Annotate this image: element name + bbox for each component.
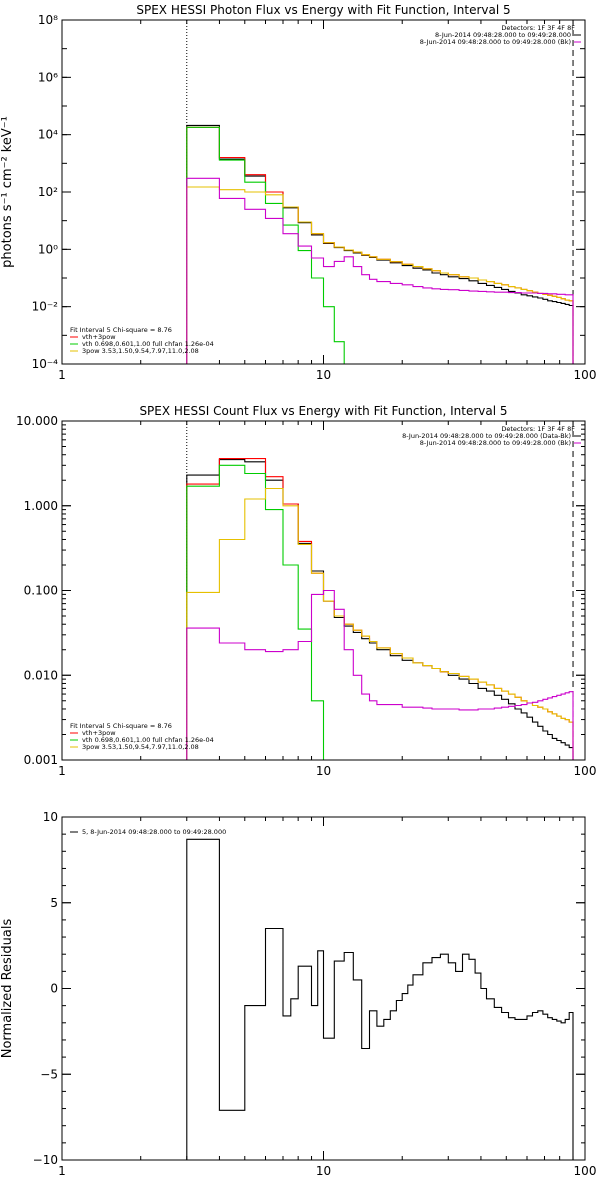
plot-frame xyxy=(61,816,586,1161)
legend-label: vth+3pow xyxy=(82,333,116,341)
x-tick-label: 1 xyxy=(58,764,66,778)
series-group xyxy=(186,838,574,1160)
y-tick-label: 5 xyxy=(50,896,58,910)
x-tick-label: 10 xyxy=(316,1164,331,1178)
series-vth xyxy=(186,464,335,760)
y-tick-label: 10 xyxy=(43,810,58,824)
x-tick-label: 10 xyxy=(316,764,331,778)
legend-label: vth 0.698,0.601,1.00 full chfan 1.26e-04 xyxy=(82,340,214,348)
x-tick-label: 100 xyxy=(574,764,597,778)
series-bk xyxy=(186,589,574,760)
legend-header: Detectors: 1F 3F 4F 8F xyxy=(501,425,575,433)
legend-header: Detectors: 1F 3F 4F 8F xyxy=(501,24,575,32)
y-tick-label: −5 xyxy=(40,1067,58,1081)
legend-label: 8-Jun-2014 09:48:28.000 to 09:49:28.000 … xyxy=(420,439,571,447)
y-axis xyxy=(62,19,585,365)
legend-label: 3pow 3.53,1.50,9.54,7.97,11.0,2.08 xyxy=(82,347,199,355)
chart-3: Normalized Residuals 1 10 100 −10 −5 0 5 10 5, 8-… xyxy=(0,810,596,1178)
legend-left: Fit Interval 5 Chi-square = 8.76vth+3pow… xyxy=(70,326,214,355)
legend-left: Fit Interval 5 Chi-square = 8.76vth+3pow… xyxy=(70,722,214,751)
x-tick-label: 1 xyxy=(58,1164,66,1178)
series-data xyxy=(186,124,574,364)
chart-title: SPEX HESSI Photon Flux vs Energy with Fi… xyxy=(136,3,510,17)
y-tick-label: 0.001 xyxy=(24,753,58,767)
series-background xyxy=(186,177,574,364)
x-tick-label: 100 xyxy=(574,1164,597,1178)
series-residuals xyxy=(186,838,574,1160)
y-tick-label: 10.000 xyxy=(16,414,58,428)
x-tick-label: 100 xyxy=(574,368,597,382)
x-tick-label: 10 xyxy=(316,368,331,382)
plot-frame xyxy=(61,19,586,365)
y-tick-label: 0.010 xyxy=(24,668,58,682)
legend-label: vth 0.698,0.601,1.00 full chfan 1.26e-04 xyxy=(82,736,214,744)
y-tick-label: 10⁻⁴ xyxy=(32,357,59,371)
y-tick-label: 10⁶ xyxy=(38,70,58,84)
series-group xyxy=(186,458,574,760)
series-group xyxy=(186,124,574,364)
legend-header: Fit Interval 5 Chi-square = 8.76 xyxy=(70,326,172,334)
chart-2: SPEX HESSI Count Flux vs Energy with Fit… xyxy=(16,404,596,778)
legend-right: Detectors: 1F 3F 4F 8F8-Jun-2014 09:48:2… xyxy=(420,24,581,46)
x-tick-label: 1 xyxy=(58,368,66,382)
y-tick-label: 0 xyxy=(50,982,58,996)
legend-label: 8-Jun-2014 09:48:28.000 to 09:49:28.000 xyxy=(435,31,571,39)
legend-left: 5, 8-Jun-2014 09:48:28.000 to 09:49:28.0… xyxy=(70,828,226,836)
series-vth xyxy=(186,126,354,364)
legend-label: 8-Jun-2014 09:48:28.000 to 09:49:28.000 … xyxy=(402,432,571,440)
y-tick-label: 0.100 xyxy=(24,584,58,598)
y-tick-label: 10² xyxy=(38,185,58,199)
legend-label: 8-Jun-2014 09:48:28.000 to 09:49:28.000 … xyxy=(420,38,571,46)
plot-frame xyxy=(61,420,586,761)
x-axis xyxy=(61,20,586,364)
y-axis-label: photons s⁻¹ cm⁻² keV⁻¹ xyxy=(0,116,15,268)
chart-1: SPEX HESSI Photon Flux vs Energy with Fi… xyxy=(0,3,596,382)
y-tick-label: 10⁸ xyxy=(38,13,58,27)
legend-label: 5, 8-Jun-2014 09:48:28.000 to 09:49:28.0… xyxy=(82,828,226,836)
legend-label: vth+3pow xyxy=(82,729,116,737)
legend-label: 3pow 3.53,1.50,9.54,7.97,11.0,2.08 xyxy=(82,743,199,751)
y-tick-label: −10 xyxy=(33,1153,58,1167)
chart-title: SPEX HESSI Count Flux vs Energy with Fit… xyxy=(139,404,507,418)
y-tick-label: 10⁴ xyxy=(38,128,58,142)
series-3pow xyxy=(186,487,574,760)
legend-right: Detectors: 1F 3F 4F 8F8-Jun-2014 09:48:2… xyxy=(402,425,581,447)
legend-header: Fit Interval 5 Chi-square = 8.76 xyxy=(70,722,172,730)
y-tick-label: 1.000 xyxy=(24,499,58,513)
y-axis-label: Normalized Residuals xyxy=(0,919,15,1059)
y-tick-label: 10⁰ xyxy=(38,242,58,256)
y-tick-label: 10⁻² xyxy=(32,300,59,314)
series-3pow xyxy=(186,186,574,364)
